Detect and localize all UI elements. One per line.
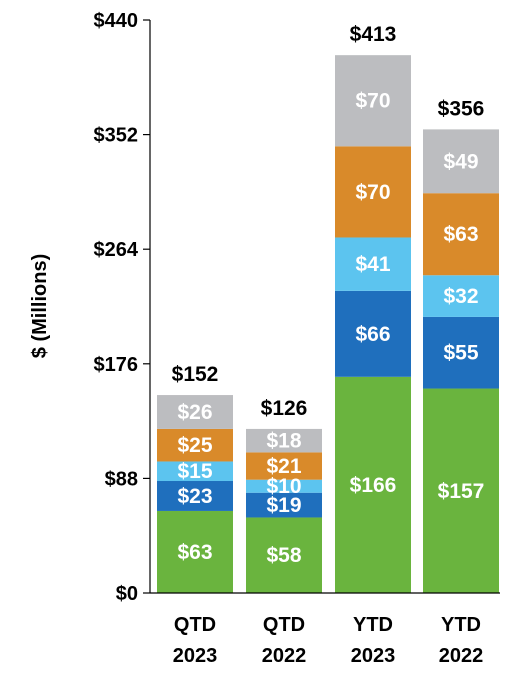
segment-value-label: $157 [438,480,485,503]
bar-total-label: $356 [438,97,485,120]
category-label: YTD 2023 [351,614,396,667]
bar-total-label: $126 [261,397,308,420]
bar-segment [335,237,411,291]
bar-segment [335,55,411,147]
data-labels: $63 $23$15 $25 $26 $152 $58 $19$10$21$18 $126 $1… [172,23,485,567]
bar-segment [157,481,233,511]
segment-value-label: $166 [350,474,397,497]
segment-value-label: $23 [177,485,212,508]
bar-segment [157,395,233,429]
segment-value-label: $41 [355,253,390,276]
bar-segment [423,193,499,276]
bar-segment [246,428,322,453]
y-axis-title: $ (Millions) [29,254,51,358]
bar-segment [335,376,411,593]
y-tick-label: $264 [94,239,139,261]
segment-value-label: $58 [266,544,301,567]
segment-value-label: $66 [355,323,390,346]
y-tick-label: $88 [105,468,138,490]
segment-value-label: $70 [355,181,390,204]
y-axis-ticks: $0 $88 $176 $264 $352 $440 [94,10,150,605]
bar-segment [246,517,322,593]
segment-value-label: $15 [177,460,212,483]
bar-segment [423,316,499,389]
segment-value-label: $32 [443,285,478,308]
bar-segment [157,510,233,593]
bar-segment [423,129,499,194]
segment-value-label: $18 [266,430,301,453]
segment-value-label: $63 [443,223,478,246]
category-label: YTD 2022 [439,614,484,667]
category-label: QTD 2022 [262,614,307,667]
segment-value-label: $10 [266,475,301,498]
category-label: QTD 2023 [173,614,218,667]
y-tick-label: $440 [94,10,139,32]
bar-segment [246,492,322,518]
segment-value-label: $19 [266,494,301,517]
bar-total-label: $152 [172,363,219,386]
segment-value-label: $63 [177,541,212,564]
bar-segment [246,452,322,480]
x-axis-categories: QTD 2023 QTD 2022 YTD 2023 YTD 2022 [173,614,484,667]
y-tick-label: $352 [94,125,139,147]
segment-value-label: $49 [443,150,478,173]
segment-value-label: $25 [177,434,212,457]
segment-value-label: $70 [355,90,390,113]
bar-total-label: $413 [350,23,397,46]
y-tick-label: $0 [116,583,138,605]
bar-segment [335,290,411,377]
segment-value-label: $55 [443,342,478,365]
bar-segment [423,275,499,317]
y-tick-label: $176 [94,354,139,376]
bar-segment [335,146,411,238]
segment-value-label: $26 [177,401,212,424]
bar-segment [423,388,499,593]
bar-segment [246,479,322,493]
segment-value-label: $21 [266,455,301,478]
bar-segment [157,461,233,482]
bar-segment [157,428,233,462]
bars [157,55,499,593]
